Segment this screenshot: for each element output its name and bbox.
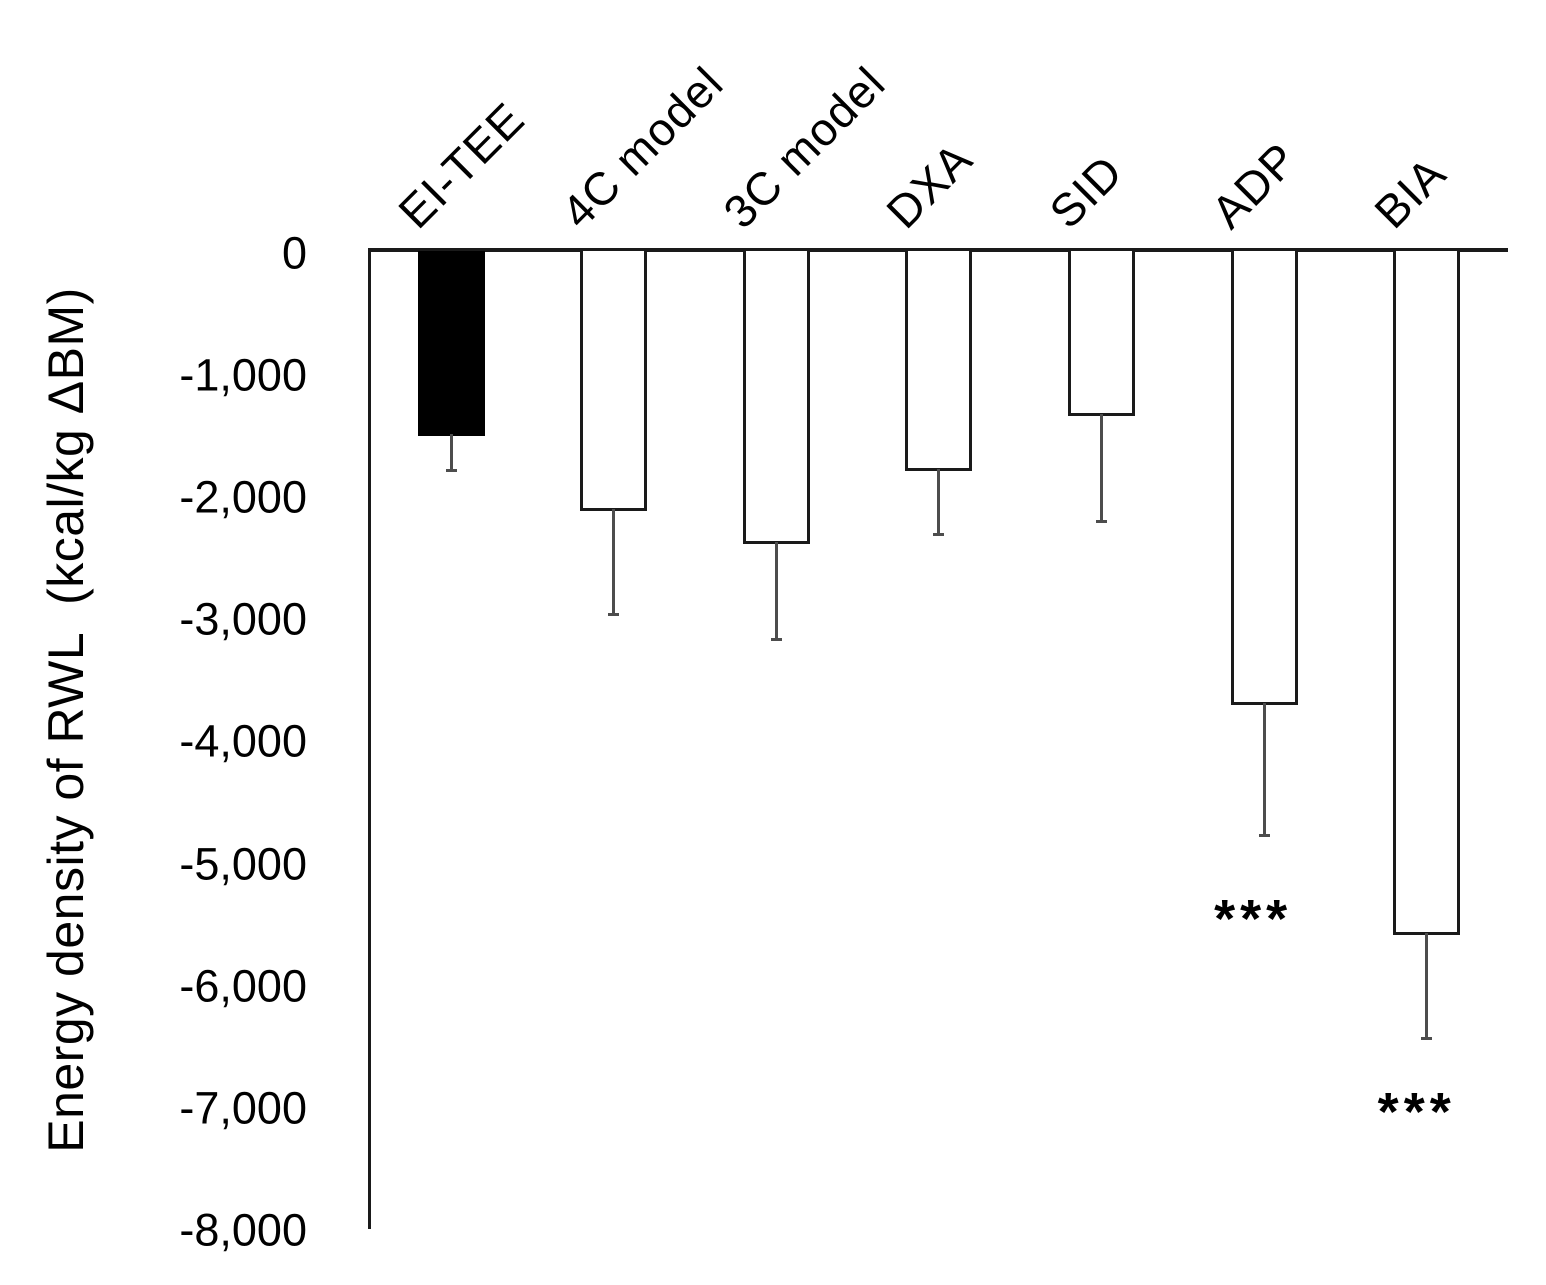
bar-dxa [905, 251, 973, 471]
category-label-4c-model: 4C model [551, 56, 733, 239]
error-bar-cap [1258, 833, 1270, 837]
bar-adp [1230, 251, 1298, 705]
zero-baseline [368, 248, 1508, 252]
error-bar-cap [933, 533, 945, 537]
category-label-3c-model: 3C model [713, 56, 896, 239]
category-label-sid: SID [1038, 145, 1133, 239]
category-label-dxa: DXA [876, 132, 983, 239]
category-label-bia: BIA [1364, 146, 1456, 239]
error-bar-cap [770, 638, 782, 642]
error-bar-3c-model [774, 541, 778, 642]
error-bar-cap [1421, 1036, 1433, 1040]
error-bar-sid [1100, 413, 1104, 524]
error-bar-dxa [937, 468, 941, 537]
error-bar-cap [445, 468, 457, 472]
y-tick-label: -4,000 [179, 715, 307, 767]
y-tick-label: -2,000 [179, 471, 307, 523]
y-tick-label: -3,000 [179, 593, 307, 645]
error-bar-4c-model [612, 508, 616, 616]
error-bar-bia [1425, 932, 1429, 1040]
significance-marker-adp: *** [1214, 889, 1293, 950]
error-bar-cap [608, 612, 620, 616]
bar-ei-tee [417, 251, 485, 437]
error-bar-cap [1096, 520, 1108, 524]
y-tick-label: -7,000 [179, 1082, 307, 1134]
y-tick-label: -5,000 [179, 838, 307, 889]
category-label-ei-tee: EI-TEE [388, 92, 535, 239]
error-bar-ei-tee [449, 434, 453, 472]
error-bar-adp [1262, 702, 1266, 837]
bar-4c-model [580, 251, 648, 511]
significance-marker-bia: *** [1377, 1082, 1456, 1143]
y-tick-label: -8,000 [179, 1204, 307, 1256]
y-tick-label: -1,000 [179, 349, 307, 401]
bar-bia [1393, 251, 1461, 935]
bar-sid [1068, 251, 1136, 416]
y-tick-label: 0 [281, 227, 307, 279]
bar-3c-model [742, 251, 810, 544]
y-tick-label: -6,000 [179, 960, 307, 1012]
category-label-adp: ADP [1201, 132, 1308, 239]
y-axis-line [368, 248, 371, 1229]
